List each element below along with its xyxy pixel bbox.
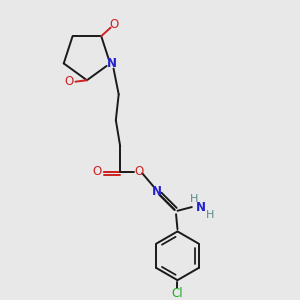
Text: O: O	[64, 75, 74, 88]
Text: O: O	[134, 165, 143, 178]
Text: O: O	[110, 18, 119, 31]
Text: N: N	[196, 201, 206, 214]
Text: N: N	[152, 185, 161, 198]
Text: O: O	[92, 165, 101, 178]
Text: H: H	[190, 194, 198, 204]
Text: N: N	[106, 57, 116, 70]
Text: H: H	[206, 210, 214, 220]
Text: Cl: Cl	[172, 286, 183, 300]
